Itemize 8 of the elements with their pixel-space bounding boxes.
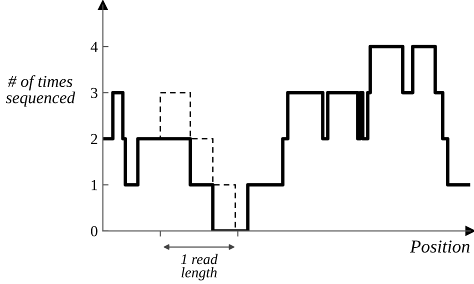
x-axis-title: Position <box>410 240 470 253</box>
y-tick-label: 0 <box>90 226 98 236</box>
y-tick-label: 2 <box>91 134 98 144</box>
text: 1 read length <box>181 254 218 280</box>
y-tick-label: 1 <box>92 180 98 190</box>
y-tick-label: 3 <box>91 88 98 98</box>
y-tick-label: 4 <box>90 42 98 52</box>
y-axis-title: # of times sequenced <box>6 75 76 107</box>
